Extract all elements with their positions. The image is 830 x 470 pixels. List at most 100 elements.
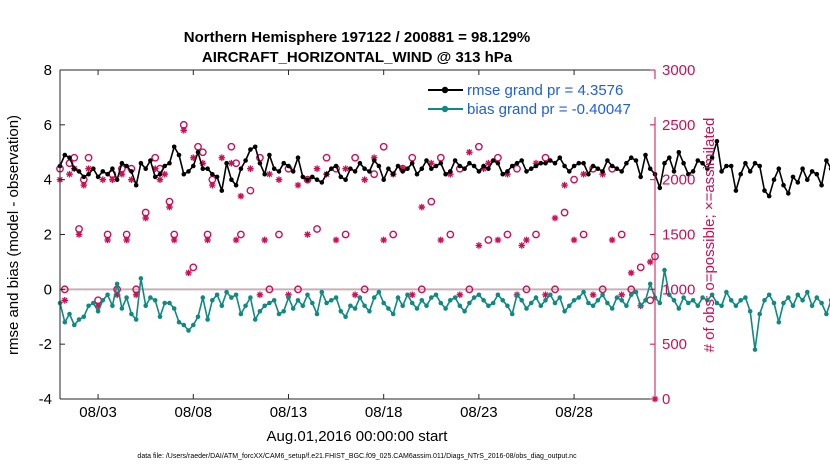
rmse-point [295,155,301,160]
bias-point [310,300,315,306]
rmse-point [538,160,544,166]
rmse-point [614,166,620,171]
obs-assimilated-marker [261,236,268,244]
bias-point [248,295,253,300]
bias-point [505,303,510,309]
bias-point [790,303,796,309]
bias-point [162,300,167,306]
rmse-point [271,166,277,171]
rmse-point [100,169,106,174]
bias-point [305,292,310,298]
rmse-point [590,163,596,169]
obs-assimilated-marker [123,236,130,244]
bias-point [205,317,210,322]
obs-assimilated-marker [232,236,240,244]
bias-point [72,322,77,328]
obs-possible-marker [313,225,321,233]
rmse-point [157,171,163,177]
rmse-point [405,166,410,171]
bias-point [752,347,758,352]
bias-point [376,289,382,295]
legend: rmse grand pr = 4.3576 bias grand pr = -… [420,79,656,118]
rmse-point [224,160,229,166]
y-tick-label: 8 [44,62,52,79]
obs-assimilated-marker [618,291,625,299]
bias-point [252,317,258,322]
obs-assimilated-marker [342,165,349,172]
rmse-point [552,160,558,166]
bias-point [214,292,220,298]
obs-assimilated-marker [256,291,264,299]
rmse-point [533,163,539,169]
bias-point [647,281,653,287]
bias-point [229,295,234,300]
obs-assimilated-marker [104,236,111,244]
bias-point [524,306,529,311]
bias-point [709,292,715,298]
bias-point [714,300,720,306]
obs-possible-marker [646,296,655,305]
rmse-point [500,171,506,177]
bias-point [457,303,463,309]
bias-point [481,298,486,303]
bias-point [590,303,596,309]
bias-point [233,292,239,298]
rmse-point [233,182,239,188]
rmse-point [771,177,777,182]
obs-assimilated-marker [185,269,192,277]
rmse-point [562,163,567,169]
obs-assimilated-marker [380,236,387,244]
rmse-point [800,166,805,171]
rmse-point [129,169,134,174]
bias-point [819,300,824,306]
bias-point [129,311,134,317]
bias-point [286,295,291,300]
bias-point [795,292,801,298]
rmse-point [286,163,291,169]
rmse-point [543,160,548,166]
bias-point [171,306,177,311]
rmse-point [738,171,743,177]
rmse-point [171,144,177,150]
obs-assimilated-marker [427,159,435,167]
y-right-tick-label: 0 [662,391,670,408]
rmse-point [67,155,72,160]
obs-assimilated-marker [209,181,216,189]
bias-point [695,303,701,309]
bias-point [571,298,577,303]
bias-point [452,295,458,300]
rmse-point [200,166,206,171]
bias-point [771,300,777,306]
obs-assimilated-marker [80,181,88,189]
series-lines [57,139,830,352]
rmse-point [252,144,258,150]
rmse-point [686,171,691,177]
bias-point [443,306,448,311]
bias-point [576,295,582,300]
rmse-point [509,163,515,169]
obs-possible-marker [427,197,436,206]
bias-point [290,306,296,311]
obs-possible-marker [322,153,331,162]
obs-assimilated-marker [561,181,568,189]
obs-assimilated-marker [504,170,511,178]
rmse-point [262,171,268,177]
obs-assimilated-marker [128,176,135,183]
obs-possible-marker [341,230,350,239]
bias-point [628,292,634,298]
rmse-point [467,160,472,166]
rmse-point [81,174,87,180]
rmse-point [752,160,758,166]
bias-point [124,295,129,300]
obs-assimilated-marker [480,165,487,172]
rmse-point [638,174,643,180]
rmse-point [809,169,815,174]
bias-point [438,300,444,306]
rmse-point [210,171,215,177]
obs-assimilated-marker [447,170,454,178]
obs-possible-marker [194,142,202,151]
rmse-point [290,169,296,174]
rmse-point [310,174,315,180]
bias-point [152,298,158,303]
data-file-footer: data file: /Users/raeder/DAI/ATM_forcXX/… [137,453,577,460]
